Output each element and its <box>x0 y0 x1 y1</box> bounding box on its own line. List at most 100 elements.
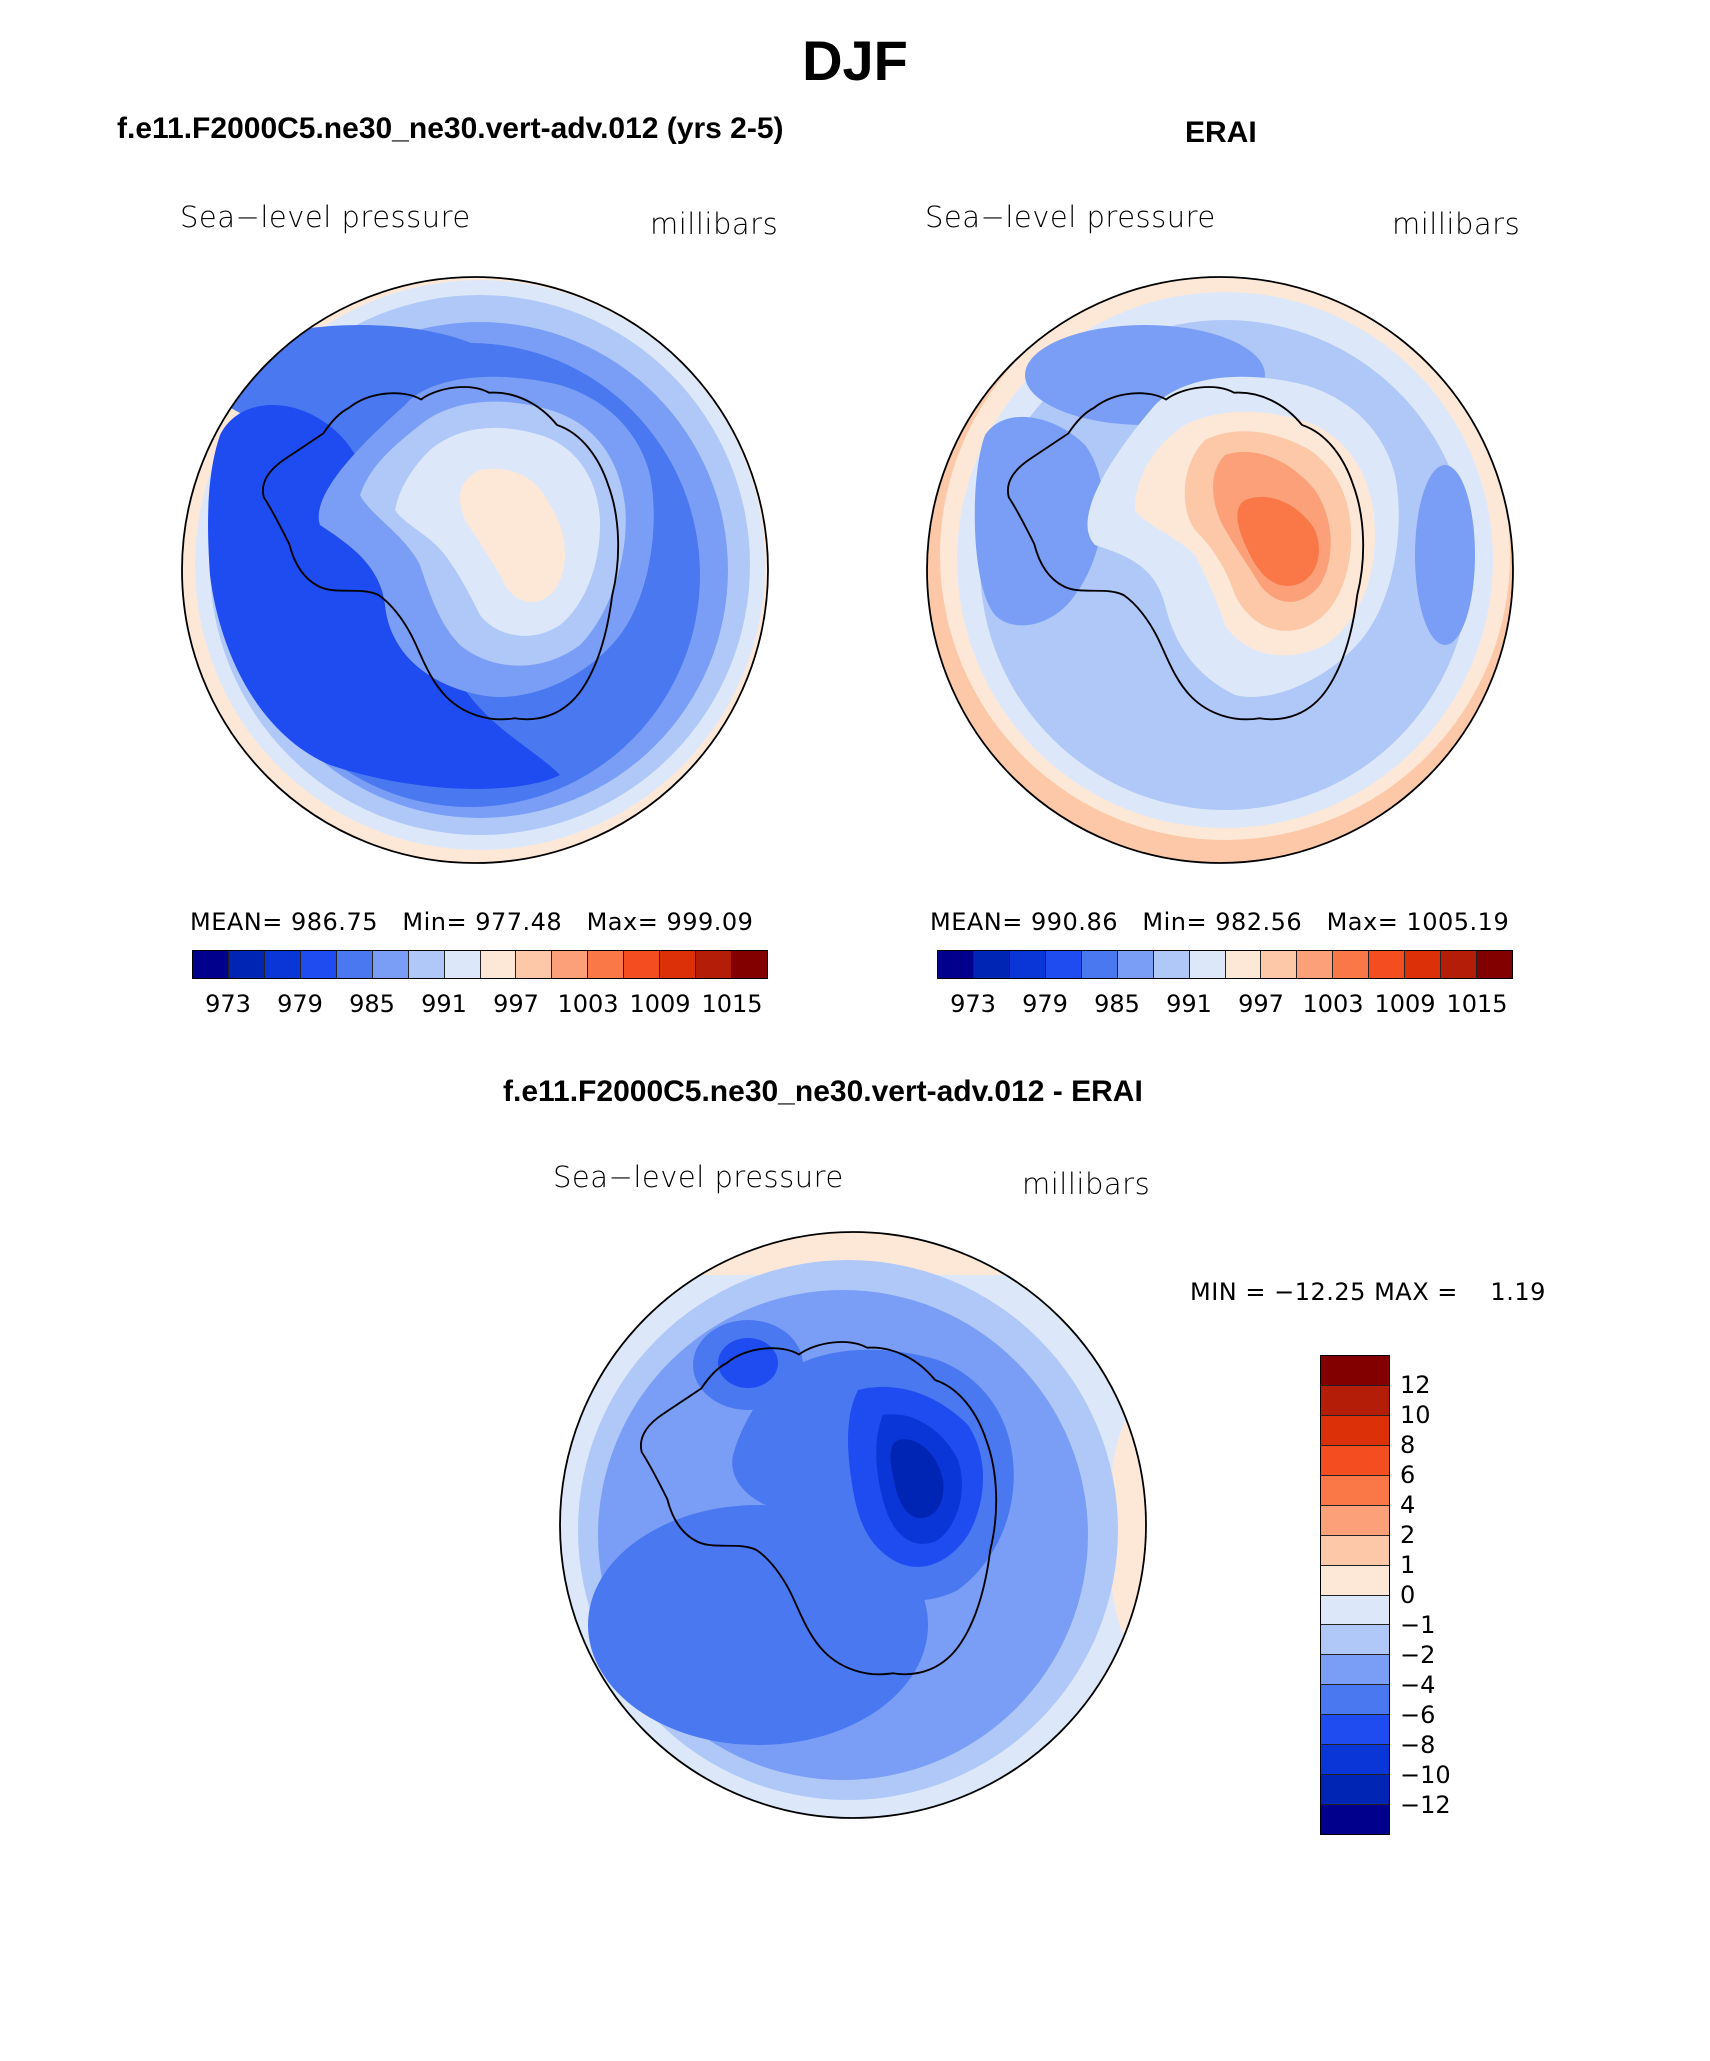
colorbar-swatch <box>1321 1595 1389 1626</box>
colorbar-swatch <box>1321 1805 1389 1834</box>
colorbar-tick-label: 1009 <box>629 990 691 1018</box>
colorbar-swatch <box>1321 1715 1389 1746</box>
diff-low-ross <box>588 1505 928 1745</box>
colorbar-tick-label: −1 <box>1400 1611 1436 1639</box>
erai-low-ind <box>1415 465 1475 645</box>
erai-max-label: Max= <box>1326 908 1399 936</box>
erai-min-label: Min= <box>1142 908 1208 936</box>
diff-units-label: millibars <box>1022 1167 1151 1201</box>
colorbar-swatch <box>732 951 767 978</box>
colorbar-tick-label: −6 <box>1400 1701 1436 1729</box>
colorbar-tick-label: 997 <box>1238 990 1284 1018</box>
colorbar-swatch <box>1321 1535 1389 1566</box>
colorbar-swatch <box>193 951 229 978</box>
colorbar-tick-label: 991 <box>1166 990 1212 1018</box>
colorbar-swatch <box>1321 1775 1389 1806</box>
colorbar-tick-label: 979 <box>1022 990 1068 1018</box>
colorbar-swatch <box>1117 951 1154 978</box>
erai-ant-5 <box>1237 496 1319 586</box>
model-polar-map[interactable] <box>180 275 770 865</box>
erai-antarctica-coastline <box>1006 386 1365 721</box>
erai-min-value: 982.56 <box>1215 908 1303 936</box>
colorbar-swatch <box>1477 951 1512 978</box>
colorbar-swatch <box>336 951 373 978</box>
colorbar-swatch <box>1441 951 1478 978</box>
erai-colorbar <box>937 950 1513 979</box>
erai-field <box>927 277 1513 863</box>
diff-polar-map[interactable] <box>558 1230 1148 1820</box>
colorbar-tick-label: −2 <box>1400 1641 1436 1669</box>
colorbar-tick-label: 991 <box>421 990 467 1018</box>
colorbar-swatch <box>1321 1685 1389 1716</box>
model-variable-label: Sea−level pressure <box>180 200 471 234</box>
erai-variable-label: Sea−level pressure <box>925 200 1216 234</box>
colorbar-tick-label: 0 <box>1400 1581 1416 1609</box>
colorbar-swatch <box>1321 1415 1389 1446</box>
erai-low-ross <box>974 416 1104 626</box>
colorbar-swatch <box>1225 951 1262 978</box>
model-max-label: Max= <box>586 908 659 936</box>
colorbar-tick-label: 985 <box>349 990 395 1018</box>
colorbar-tick-label: 1003 <box>557 990 619 1018</box>
colorbar-swatch <box>660 951 697 978</box>
colorbar-tick-label: 12 <box>1400 1371 1431 1399</box>
colorbar-swatch <box>938 951 974 978</box>
colorbar-swatch <box>1321 1356 1389 1386</box>
colorbar-swatch <box>264 951 301 978</box>
colorbar-swatch <box>1297 951 1334 978</box>
colorbar-tick-label: 2 <box>1400 1521 1416 1549</box>
colorbar-swatch <box>480 951 517 978</box>
colorbar-swatch <box>228 951 265 978</box>
colorbar-tick-label: 4 <box>1400 1491 1416 1519</box>
diff-min-label: MIN = <box>1190 1278 1266 1306</box>
diff-panel-title: f.e11.F2000C5.ne30_ne30.vert-adv.012 - E… <box>503 1075 1143 1108</box>
colorbar-tick-label: −10 <box>1400 1761 1451 1789</box>
model-units-label: millibars <box>650 207 779 241</box>
colorbar-tick-label: 1015 <box>1446 990 1508 1018</box>
erai-map-boundary <box>926 276 1514 864</box>
colorbar-swatch <box>1081 951 1118 978</box>
colorbar-tick-label: −12 <box>1400 1791 1451 1819</box>
colorbar-swatch <box>1321 1475 1389 1506</box>
diff-pos-right <box>1108 1410 1146 1650</box>
colorbar-tick-label: 979 <box>277 990 323 1018</box>
erai-polar-map[interactable] <box>925 275 1515 865</box>
model-ant-4 <box>460 468 565 603</box>
colorbar-swatch <box>1321 1655 1389 1686</box>
figure-title: DJF <box>802 29 908 92</box>
erai-colorbar-ticks: 973 979 985 991 997 1003 1009 1015 <box>937 990 1513 1020</box>
model-min-value: 977.48 <box>475 908 563 936</box>
colorbar-swatch <box>1321 1385 1389 1416</box>
model-panel-title: f.e11.F2000C5.ne30_ne30.vert-adv.012 (yr… <box>117 112 784 145</box>
colorbar-tick-label: 997 <box>493 990 539 1018</box>
colorbar-swatch <box>1261 951 1298 978</box>
colorbar-swatch <box>1321 1745 1389 1776</box>
diff-variable-label: Sea−level pressure <box>553 1160 844 1194</box>
colorbar-swatch <box>1321 1625 1389 1656</box>
diff-colorbar-ticks: 12 10 8 6 4 2 1 0 −1 −2 −4 −6 −8 −10 −12 <box>1400 1355 1460 1835</box>
model-mean-value: 986.75 <box>291 908 378 936</box>
diff-colorbar <box>1320 1355 1390 1835</box>
colorbar-tick-label: 973 <box>950 990 996 1018</box>
colorbar-swatch <box>1369 951 1406 978</box>
colorbar-swatch <box>516 951 553 978</box>
erai-max-value: 1005.19 <box>1406 908 1510 936</box>
erai-units-label: millibars <box>1392 207 1521 241</box>
colorbar-swatch <box>973 951 1010 978</box>
erai-panel-title: ERAI <box>1185 116 1257 149</box>
model-stats: MEAN= 986.75 Min= 977.48 Max= 999.09 <box>190 908 753 936</box>
colorbar-swatch <box>1009 951 1046 978</box>
diff-antarctica-coastline <box>639 1341 998 1676</box>
colorbar-swatch <box>1321 1565 1389 1596</box>
diff-field <box>560 1232 1146 1818</box>
model-max-value: 999.09 <box>666 908 754 936</box>
colorbar-tick-label: 1009 <box>1374 990 1436 1018</box>
erai-stats: MEAN= 990.86 Min= 982.56 Max= 1005.19 <box>930 908 1509 936</box>
diff-low-pac-2 <box>718 1338 778 1388</box>
colorbar-tick-label: −4 <box>1400 1671 1436 1699</box>
model-colorbar <box>192 950 768 979</box>
colorbar-tick-label: 8 <box>1400 1431 1416 1459</box>
model-mean-label: MEAN= <box>190 908 283 936</box>
colorbar-swatch <box>1321 1505 1389 1536</box>
colorbar-tick-label: 1 <box>1400 1551 1416 1579</box>
